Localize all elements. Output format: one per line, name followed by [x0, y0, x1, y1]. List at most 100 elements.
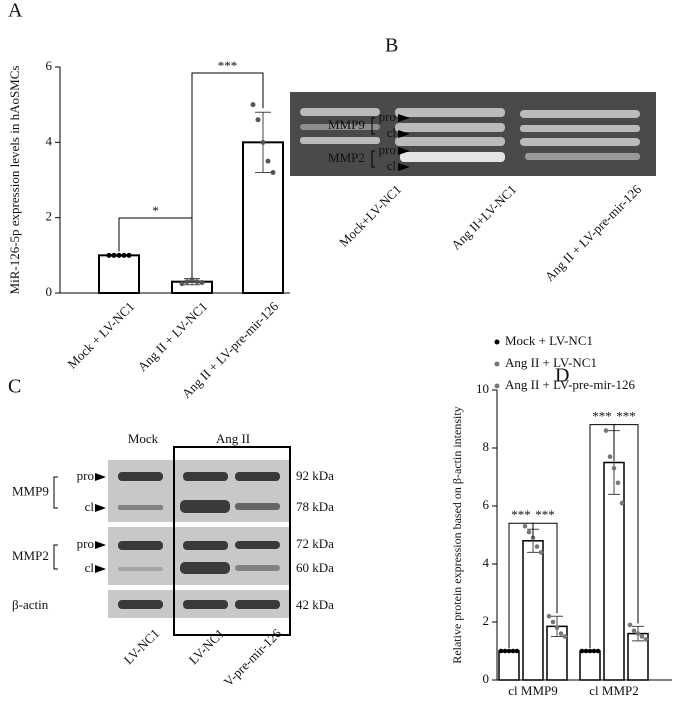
data-point — [179, 281, 185, 287]
data-point — [189, 277, 195, 283]
panel-label: C — [8, 376, 21, 398]
size-label: 42 kDa — [296, 597, 334, 612]
data-point — [595, 648, 601, 654]
data-point — [583, 648, 589, 654]
data-point — [270, 169, 276, 175]
lane-label: LV-NC1 — [186, 626, 228, 668]
y-tick-label: 0 — [483, 671, 490, 686]
data-point — [546, 613, 552, 619]
legend-label: Ang II + LV-pre-mir-126 — [505, 377, 635, 392]
data-point — [250, 102, 256, 108]
data-point — [121, 252, 127, 258]
data-point — [591, 648, 597, 654]
gel-bands — [300, 108, 640, 162]
x-tick-label: cl MMP2 — [589, 683, 638, 698]
data-point — [635, 631, 641, 636]
data-point — [510, 648, 516, 654]
data-point — [562, 634, 568, 639]
data-point — [260, 139, 266, 145]
band-label: pro — [77, 536, 94, 551]
bracket — [371, 117, 375, 135]
data-point — [106, 252, 112, 258]
data-point — [627, 622, 633, 628]
size-label: 92 kDa — [296, 468, 334, 483]
y-tick-label: 10 — [476, 381, 489, 396]
significance-label: *** — [218, 58, 238, 73]
bar — [522, 540, 544, 681]
data-point — [603, 428, 609, 433]
arrowhead — [398, 114, 410, 122]
panel-label: D — [555, 365, 569, 387]
significance-label: *** — [616, 409, 636, 424]
data-point — [643, 637, 649, 642]
lane-label: Mock+LV-NC1 — [336, 182, 404, 250]
band-label: cl — [387, 125, 397, 140]
group-label: Mock — [128, 431, 159, 446]
y-tick-label: 0 — [46, 284, 53, 299]
data-point — [538, 550, 544, 555]
lane-label: Ang II + LV-pre-mir-126 — [542, 181, 645, 284]
significance-label: * — [152, 203, 159, 218]
data-point — [116, 252, 122, 258]
data-point — [558, 631, 564, 636]
legend-marker — [494, 339, 500, 345]
data-point — [184, 279, 190, 285]
significance-bracket — [532, 522, 558, 614]
protein-label: MMP2 — [12, 548, 49, 563]
data-point — [579, 648, 585, 654]
significance-label: *** — [535, 507, 555, 522]
bar — [579, 650, 601, 681]
band-label: pro — [77, 468, 94, 483]
legend-label: Ang II + LV-NC1 — [505, 355, 597, 370]
legend-marker — [494, 361, 500, 367]
data-point — [619, 500, 625, 506]
data-point — [631, 628, 637, 633]
band-label: pro — [379, 142, 396, 157]
bar — [498, 650, 520, 681]
size-label: 60 kDa — [296, 560, 334, 575]
data-point — [255, 117, 261, 123]
y-tick-label: 2 — [46, 209, 53, 224]
arrowhead — [95, 473, 106, 481]
legend-label: Mock + LV-NC1 — [505, 333, 593, 348]
data-point — [194, 279, 200, 285]
panel-label: A — [8, 0, 23, 22]
bar — [603, 461, 625, 681]
data-point — [199, 279, 205, 285]
protein-label: MMP9 — [12, 483, 49, 498]
x-tick-label: cl MMP9 — [508, 683, 557, 698]
size-label: 78 kDa — [296, 499, 334, 514]
data-point — [502, 648, 508, 654]
data-point — [554, 625, 560, 631]
y-tick-label: 4 — [483, 555, 490, 570]
size-label: 72 kDa — [296, 536, 334, 551]
y-tick-label: 8 — [483, 439, 490, 454]
y-tick-label: 4 — [46, 133, 53, 148]
significance-label: *** — [511, 507, 531, 522]
data-point — [530, 535, 536, 541]
data-point — [611, 466, 617, 471]
control-label: β-actin — [12, 597, 49, 612]
data-point — [498, 648, 504, 654]
data-point — [639, 634, 645, 639]
data-point — [506, 648, 512, 654]
band-label: cl — [85, 560, 95, 575]
arrowhead — [398, 163, 410, 171]
data-point — [522, 524, 528, 529]
y-tick-label: 2 — [483, 613, 490, 628]
data-point — [550, 619, 556, 625]
y-tick-label: 6 — [46, 58, 53, 73]
band-label: pro — [379, 109, 396, 124]
data-point — [111, 252, 117, 258]
group-label: Ang II — [216, 431, 250, 446]
bracket — [53, 476, 58, 509]
y-axis-label: Relative protein expression based on β-a… — [450, 406, 464, 663]
band-label: cl — [85, 499, 95, 514]
lane-label: Ang II+LV-NC1 — [448, 182, 519, 253]
lane-label: LV-NC1 — [121, 626, 163, 668]
data-point — [615, 480, 621, 486]
arrowhead — [95, 565, 106, 573]
protein-label: MMP9 — [328, 117, 365, 132]
data-point — [265, 158, 271, 164]
